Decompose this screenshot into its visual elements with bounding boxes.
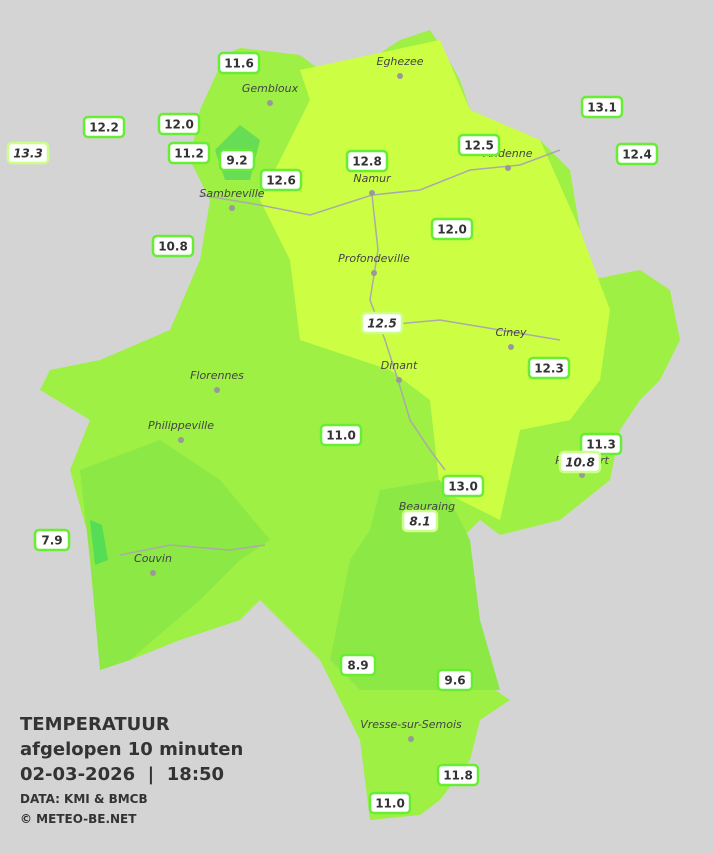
- station-value: 12.6: [266, 174, 296, 188]
- city-label: Dinant: [381, 359, 418, 372]
- station-value: 9.6: [444, 674, 465, 688]
- city-dot: [150, 570, 156, 576]
- station-value: 8.9: [347, 659, 368, 673]
- station-box: [360, 311, 404, 335]
- city-dot: [214, 387, 220, 393]
- city-dot: [508, 344, 514, 350]
- subtitle: afgelopen 10 minuten: [20, 739, 243, 760]
- station-value: 11.3: [586, 438, 616, 452]
- river: [369, 194, 446, 471]
- city-label: Sambreville: [199, 187, 264, 200]
- city-dot: [229, 205, 235, 211]
- station-box: [457, 133, 501, 157]
- station-box: [157, 112, 201, 136]
- station-box: [151, 234, 195, 258]
- station-value: 8.1: [409, 515, 430, 529]
- station-value: 9.2: [226, 154, 247, 168]
- city-dot: [505, 165, 511, 171]
- station-box: [217, 51, 261, 75]
- station-value: 13.1: [587, 101, 617, 115]
- station-value: 11.0: [375, 797, 405, 811]
- station-box: [167, 141, 211, 165]
- city-dot: [579, 472, 585, 478]
- city-dot: [397, 73, 403, 79]
- station-value: 12.2: [89, 121, 119, 135]
- cool-zone: [330, 480, 500, 690]
- datetime: 02-03-2026 | 18:50: [20, 764, 224, 785]
- station-value: 11.6: [224, 57, 254, 71]
- station-box: [319, 423, 363, 447]
- station-value: 11.2: [174, 147, 204, 161]
- cool-zone: [80, 440, 270, 670]
- station-value: 12.5: [367, 317, 397, 331]
- city-dot: [371, 270, 377, 276]
- city-label: Eghezee: [377, 55, 424, 68]
- station-value: 11.0: [326, 429, 356, 443]
- station-box: [401, 509, 439, 533]
- river: [119, 544, 266, 556]
- station-value: 13.0: [448, 480, 478, 494]
- station-box: [615, 142, 659, 166]
- station-value: 12.4: [622, 148, 652, 162]
- city-label: Ciney: [496, 326, 527, 339]
- station-box: [368, 791, 412, 815]
- station-box: [436, 668, 474, 692]
- city-label: Profondeville: [338, 252, 410, 265]
- city-label: Couvin: [134, 552, 172, 565]
- station-box: [339, 653, 377, 677]
- station-box: [218, 148, 256, 172]
- station-box: [6, 141, 50, 165]
- source: DATA: KMI & BMCB: [20, 792, 148, 806]
- station-value: 10.8: [565, 456, 595, 470]
- station-value: 12.5: [464, 139, 494, 153]
- city-label: Philippeville: [148, 419, 214, 432]
- station-box: [33, 528, 71, 552]
- station-value: 10.8: [158, 240, 188, 254]
- station-value: 7.9: [41, 534, 62, 548]
- station-value: 12.0: [437, 223, 467, 237]
- station-box: [558, 450, 602, 474]
- city-dot: [178, 437, 184, 443]
- city-dot: [396, 377, 402, 383]
- station-box: [436, 763, 480, 787]
- city-dot: [369, 190, 375, 196]
- title: TEMPERATUUR: [20, 714, 170, 735]
- city-label: Namur: [353, 172, 392, 185]
- station-box: [82, 115, 126, 139]
- city-label: Gembloux: [242, 82, 299, 95]
- station-value: 12.8: [352, 155, 382, 169]
- city-label: Vresse-sur-Semois: [360, 718, 462, 731]
- station-value: 13.3: [13, 147, 43, 161]
- cold-spot: [90, 520, 108, 565]
- station-box: [430, 217, 474, 241]
- station-layer: 11.6 12.2 12.0 13.3 11.2 9.2 12.6 12.8 12.5 13.1 1…: [6, 51, 659, 815]
- station-box: [579, 432, 623, 456]
- station-box: [259, 168, 303, 192]
- river: [384, 319, 561, 341]
- station-box: [580, 95, 624, 119]
- station-box: [527, 356, 571, 380]
- credit: © METEO-BE.NET: [20, 812, 137, 826]
- city-label: Florennes: [190, 369, 244, 382]
- station-value: 12.3: [534, 362, 564, 376]
- station-box: [441, 474, 485, 498]
- city-dot: [267, 100, 273, 106]
- river: [199, 149, 561, 216]
- city-dot: [408, 736, 414, 742]
- station-value: 11.8: [443, 769, 473, 783]
- station-value: 12.0: [164, 118, 194, 132]
- station-box: [345, 149, 389, 173]
